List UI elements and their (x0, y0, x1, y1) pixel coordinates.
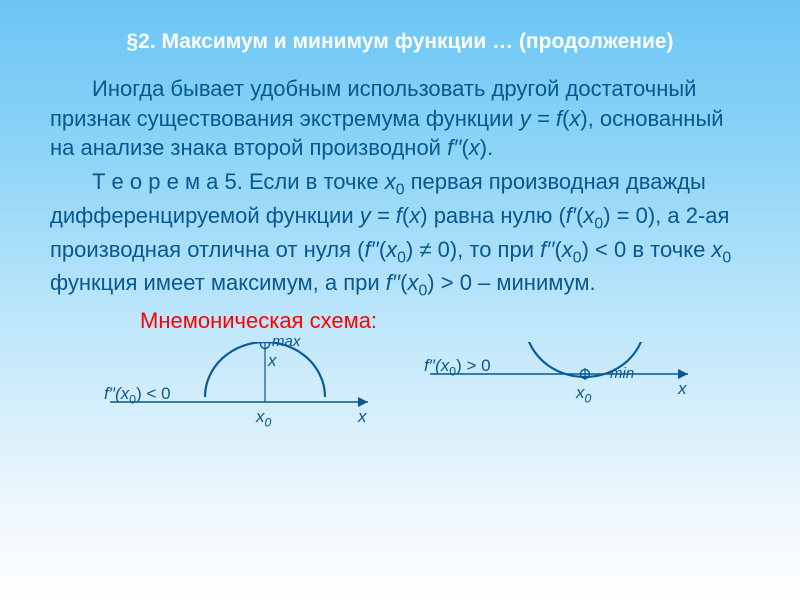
d2-sign-label: f′′(x0) > 0 (424, 356, 491, 379)
d1-sign-c: ) < 0 (136, 384, 171, 403)
p1-math: f′′ (447, 135, 461, 160)
d1-max-label: max (272, 332, 300, 352)
p2-sub: 0 (418, 283, 427, 300)
diagram-min: f′′(x0) > 0 x x0 min (420, 342, 700, 452)
slide-title: §2. Максимум и минимум функции … (продол… (0, 0, 800, 74)
p2-text: ) < 0 в точке (582, 237, 712, 262)
d2-x0-b: 0 (585, 391, 592, 405)
diagram-row: f′′(x0) < 0 x x x0 max f′′(x0) > (50, 342, 750, 452)
d1-x0-label: x0 (256, 406, 271, 431)
p2-text: функция имеет максимум, а при (50, 270, 386, 295)
paragraph-2: Т е о р е м а 5. Если в точке x0 первая … (50, 167, 750, 302)
d2-sign-a: f′′(x (424, 356, 449, 375)
d1-x0-b: 0 (265, 415, 272, 429)
p2-math: x (409, 203, 420, 228)
p1-math: y = f (520, 106, 562, 131)
d1-sign-label: f′′(x0) < 0 (104, 384, 171, 407)
p2-text: ) ≠ 0), то при (406, 237, 540, 262)
p2-math: f′′ (364, 237, 378, 262)
p2-text: Т е о р е м а 5. Если в точке (92, 169, 385, 194)
p2-text: ) > 0 – минимум. (427, 270, 595, 295)
p1-text: ). (480, 135, 493, 160)
p2-math: x (407, 270, 418, 295)
p1-math: x (469, 135, 480, 160)
p2-text: ) равна нулю ( (420, 203, 566, 228)
content-area: Иногда бывает удобным использовать друго… (0, 74, 800, 452)
p2-math: x (385, 169, 396, 194)
paragraph-1: Иногда бывает удобным использовать друго… (50, 74, 750, 163)
p2-math: f′ (566, 203, 576, 228)
d2-sign-c: ) > 0 (456, 356, 491, 375)
p2-math: f′′ (540, 237, 554, 262)
mnemonic-label: Мнемоническая схема: (50, 306, 750, 336)
d2-x0-a: x (576, 383, 585, 402)
diagram-max: f′′(x0) < 0 x x x0 max (100, 342, 380, 452)
d1-x-vert-label: x (268, 350, 277, 373)
d2-x0-label: x0 (576, 382, 591, 407)
p2-math: x (562, 237, 573, 262)
p1-math: x (569, 106, 580, 131)
p2-sub: 0 (396, 181, 405, 198)
d1-x-axis-label: x (358, 406, 367, 429)
p2-sub: 0 (397, 249, 406, 266)
p2-math: x (386, 237, 397, 262)
d2-min-label: min (610, 364, 634, 384)
p1-text: ( (461, 135, 468, 160)
p2-math: x (583, 203, 594, 228)
p2-sub: 0 (573, 249, 582, 266)
d2-x-axis-label: x (678, 378, 687, 401)
p2-math: f′′ (386, 270, 400, 295)
d1-x0-a: x (256, 407, 265, 426)
p2-sub: 0 (594, 215, 603, 232)
p2-text: ( (554, 237, 561, 262)
p2-math: y = f (360, 203, 402, 228)
p2-sub: 0 (722, 249, 731, 266)
d1-sign-a: f′′(x (104, 384, 129, 403)
p2-math: x (711, 237, 722, 262)
